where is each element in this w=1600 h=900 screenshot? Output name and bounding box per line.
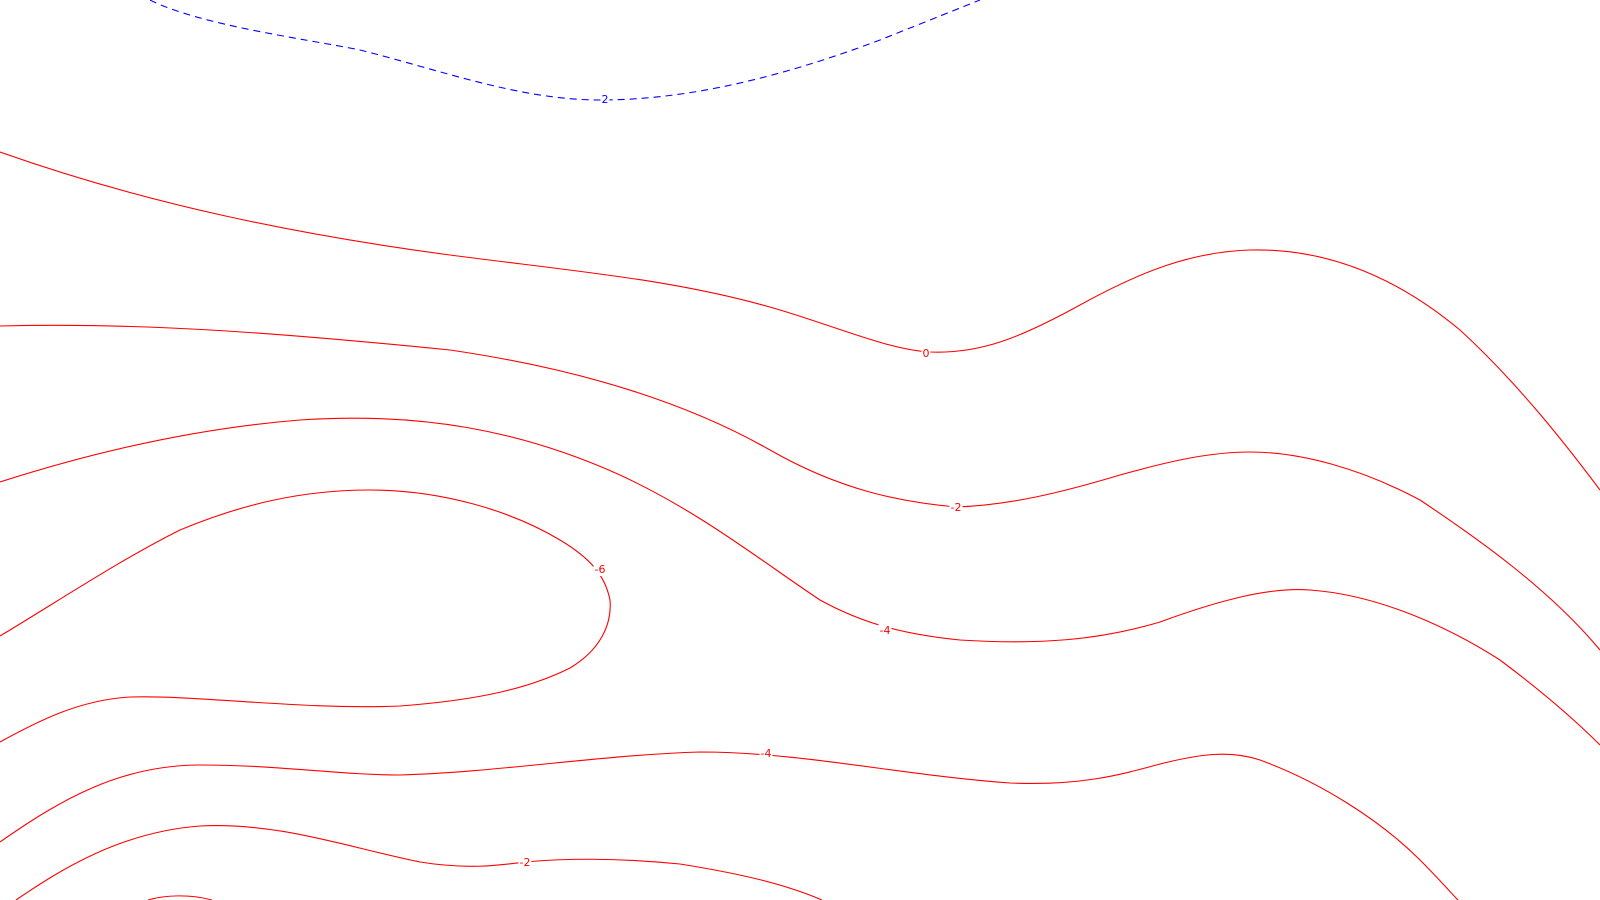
contour-label-2: 2: [602, 93, 609, 106]
contour-label-halo: [949, 501, 963, 514]
contour-label-halo: [921, 347, 931, 360]
contour-label-halo: [518, 856, 532, 869]
contour-label-halo: [600, 93, 610, 106]
contour-label-0: 0: [923, 347, 930, 360]
contour-line-minus4-lower: [0, 751, 1459, 900]
contour-line-minus6: [0, 489, 611, 743]
contour-label-halo: [878, 624, 892, 637]
contour-line-minus2-lower: [15, 825, 823, 900]
contour-label-halo: [593, 563, 607, 576]
contour-label-minus4-upper: -4: [880, 624, 891, 637]
contour-label-minus6: -6: [595, 563, 606, 576]
contour-line-minus4-upper: [0, 417, 1600, 746]
contour-label-minus2-upper: -2: [951, 501, 962, 514]
contour-line-2-dashed: [149, 0, 981, 101]
contour-line-0: [0, 151, 1600, 491]
contour-line-bottom: [147, 895, 213, 900]
contour-label-minus2-lower: -2: [520, 856, 531, 869]
contour-label-halo: [759, 747, 773, 760]
contour-label-minus4-lower: -4: [761, 747, 772, 760]
